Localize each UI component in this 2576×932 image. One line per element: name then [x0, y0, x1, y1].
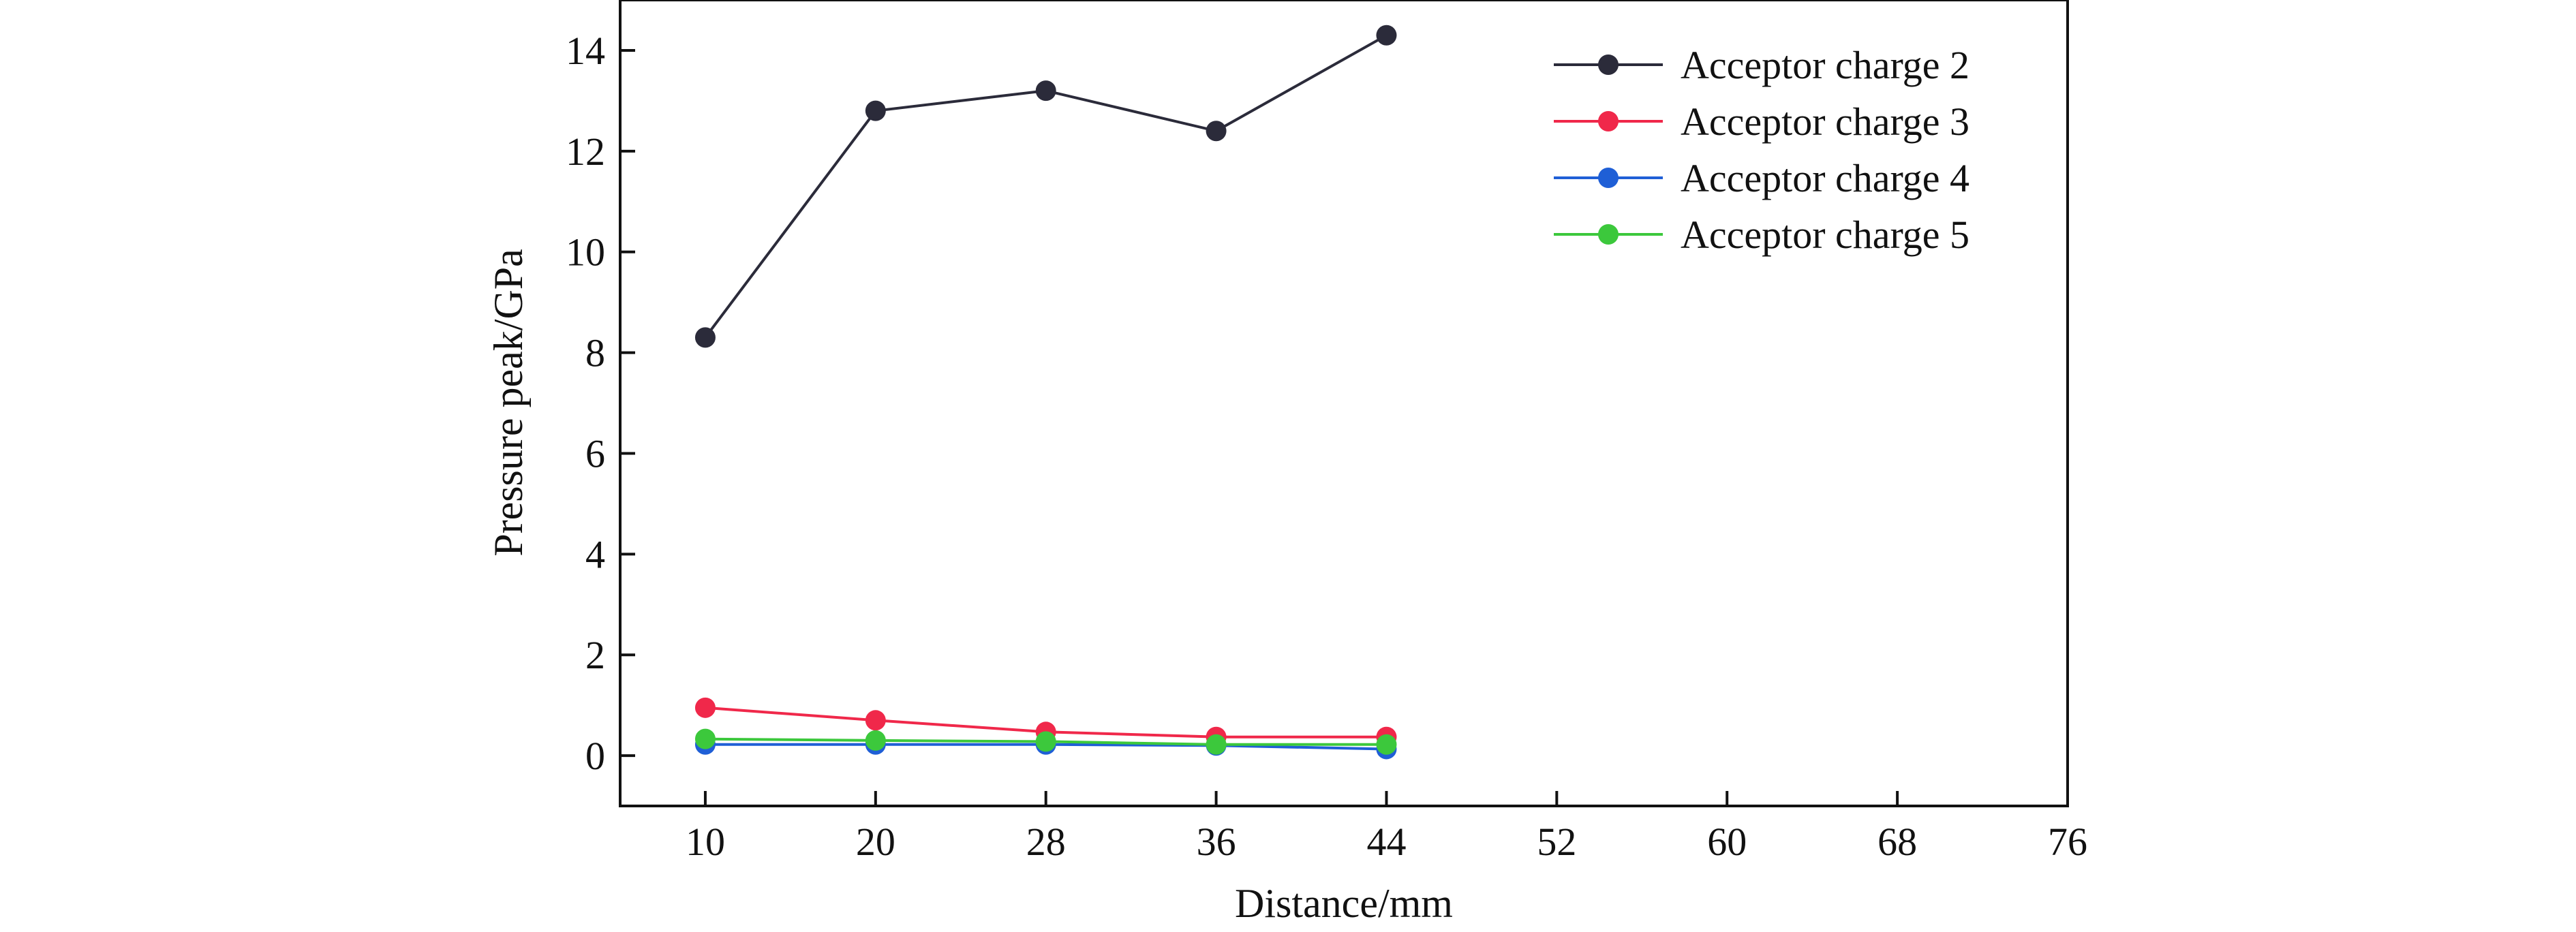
y-tick-label: 2	[585, 633, 605, 677]
x-tick-label: 28	[1026, 820, 1066, 864]
x-axis-label: Distance/mm	[1235, 881, 1453, 926]
legend-label: Acceptor charge 5	[1681, 213, 1969, 257]
legend-marker	[1598, 55, 1619, 75]
legend-label: Acceptor charge 4	[1681, 156, 1969, 200]
data-point	[865, 730, 886, 751]
legend-marker	[1598, 168, 1619, 188]
y-tick-label: 0	[585, 734, 605, 778]
x-tick-label: 60	[1707, 820, 1747, 864]
y-tick-label: 10	[566, 230, 605, 275]
y-tick-label: 4	[585, 532, 605, 576]
data-point	[865, 710, 886, 731]
y-tick-label: 12	[566, 129, 605, 174]
legend: Acceptor charge 2 Acceptor charge 3 Accept…	[1554, 43, 1969, 257]
series-1	[694, 25, 1397, 348]
x-tick-label: 68	[1877, 820, 1917, 864]
x-tick-label: 44	[1366, 820, 1406, 864]
data-point	[865, 100, 886, 121]
y-tick-label: 14	[566, 29, 605, 73]
y-tick-label: 6	[585, 431, 605, 476]
legend-marker	[1598, 224, 1619, 245]
legend-label: Acceptor charge 2	[1681, 43, 1969, 87]
legend-item: Acceptor charge 4	[1554, 156, 1969, 200]
y-tick-label: 8	[585, 331, 605, 375]
data-point	[1035, 80, 1056, 102]
legend-item: Acceptor charge 2	[1554, 43, 1969, 87]
data-point	[1376, 25, 1397, 46]
legend-label: Acceptor charge 3	[1681, 99, 1969, 144]
series-layer	[694, 25, 1397, 760]
y-axis-label: Pressure peak/GPa	[486, 249, 531, 557]
y-axis: 0 2 4 6 8 10 12 14	[566, 29, 635, 778]
x-tick-label: 36	[1197, 820, 1236, 864]
x-tick-label: 20	[856, 820, 895, 864]
series-4	[694, 728, 1397, 755]
x-axis: 10 20 28 36 44 52 60 68 76	[686, 791, 2087, 864]
x-tick-label: 52	[1537, 820, 1576, 864]
data-point	[694, 327, 716, 348]
data-point	[1376, 734, 1397, 755]
data-point	[694, 697, 716, 718]
data-point	[694, 728, 716, 749]
x-tick-label: 10	[686, 820, 725, 864]
x-tick-label: 76	[2048, 820, 2087, 864]
data-point	[1206, 121, 1227, 142]
data-point	[1035, 731, 1056, 752]
legend-item: Acceptor charge 3	[1554, 99, 1969, 144]
plot-frame	[619, 0, 2069, 807]
legend-marker	[1598, 111, 1619, 131]
data-point	[1206, 734, 1227, 755]
legend-item: Acceptor charge 5	[1554, 213, 1969, 257]
